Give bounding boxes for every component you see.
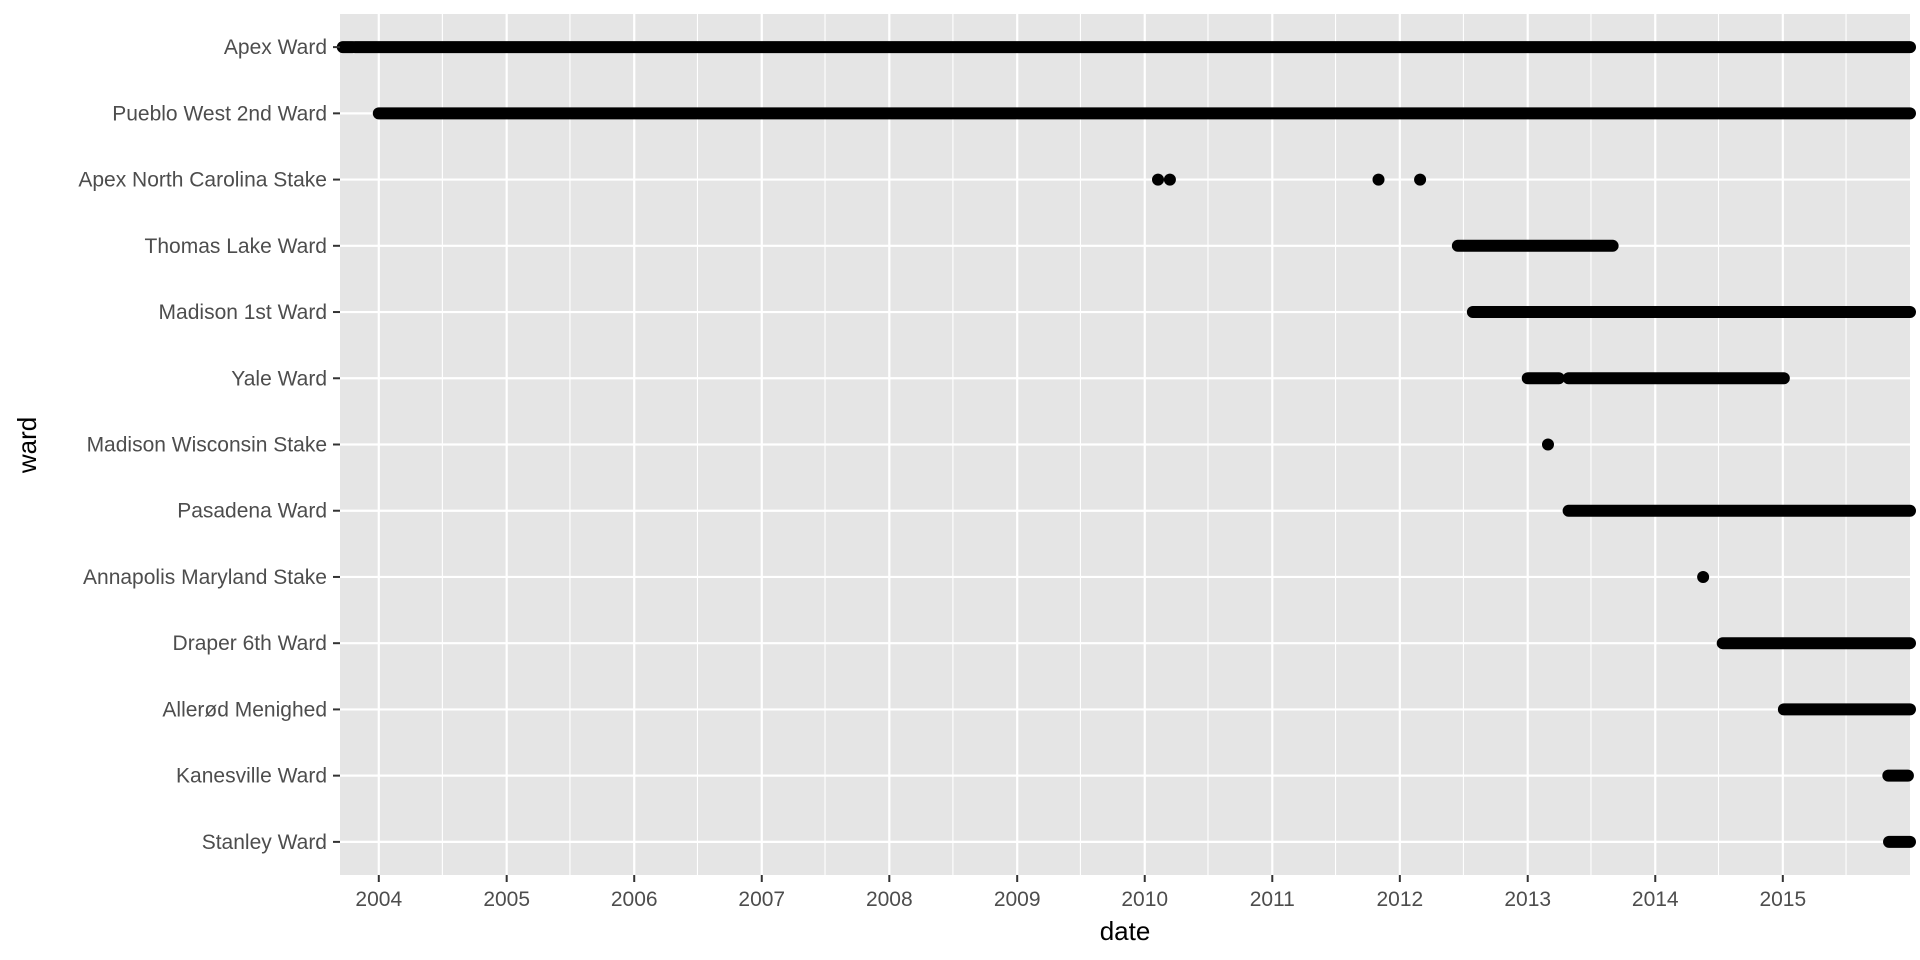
y-tick-label: Apex North Carolina Stake — [78, 169, 327, 192]
data-point — [1152, 173, 1165, 186]
y-tick-label: Madison Wisconsin Stake — [87, 434, 327, 457]
x-tick-label: 2006 — [611, 888, 658, 911]
y-tick-label: Kanesville Ward — [176, 765, 327, 788]
data-point — [1541, 438, 1554, 451]
y-tick-label: Stanley Ward — [202, 831, 327, 854]
x-tick-label: 2010 — [1121, 888, 1168, 911]
y-axis-title: ward — [12, 417, 42, 474]
x-axis: 2004 2005 2006 2007 2008 2009 2010 2011 2012 2013… — [355, 875, 1806, 911]
y-axis: Apex Ward Pueblo West 2nd Ward Apex North … — [78, 36, 340, 854]
x-tick-label: 2009 — [994, 888, 1041, 911]
y-tick-label: Pueblo West 2nd Ward — [112, 102, 327, 125]
data-point — [1372, 173, 1385, 186]
y-tick-label: Allerød Menighed — [162, 698, 327, 721]
x-tick-label: 2014 — [1632, 888, 1679, 911]
y-tick-label: Yale Ward — [231, 367, 327, 390]
x-tick-label: 2008 — [866, 888, 913, 911]
x-tick-label: 2005 — [483, 888, 530, 911]
x-tick-label: 2004 — [355, 888, 402, 911]
x-axis-title: date — [1100, 916, 1151, 946]
y-tick-label: Pasadena Ward — [177, 500, 327, 523]
data-points — [336, 41, 1916, 848]
data-point — [1163, 173, 1176, 186]
y-tick-label: Apex Ward — [224, 36, 327, 59]
x-tick-label: 2007 — [738, 888, 785, 911]
y-tick-label: Madison 1st Ward — [159, 301, 327, 324]
x-tick-label: 2015 — [1759, 888, 1806, 911]
x-tick-label: 2012 — [1376, 888, 1423, 911]
x-tick-label: 2011 — [1250, 888, 1295, 911]
x-tick-label: 2013 — [1504, 888, 1551, 911]
data-point — [1697, 570, 1710, 583]
y-tick-label: Thomas Lake Ward — [145, 235, 327, 258]
data-point — [1414, 173, 1427, 186]
y-tick-label: Annapolis Maryland Stake — [83, 566, 327, 589]
y-tick-label: Draper 6th Ward — [173, 632, 327, 655]
